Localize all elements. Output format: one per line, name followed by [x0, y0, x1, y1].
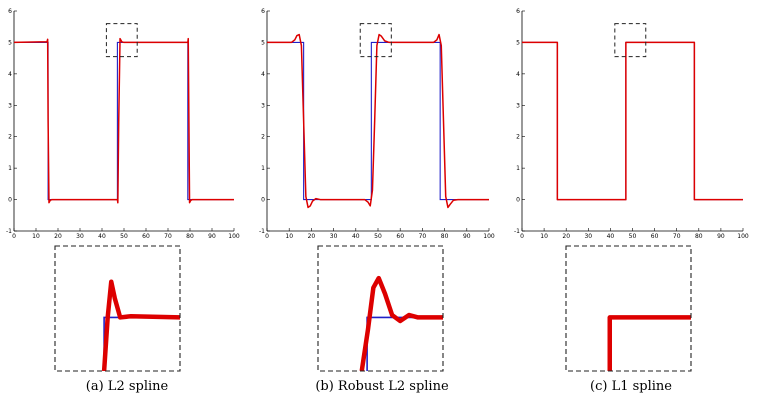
fit-line: [13, 37, 234, 204]
x-tick-label: 90: [717, 233, 725, 240]
inset-content: [607, 315, 691, 371]
y-tick-label: 1: [516, 165, 520, 172]
inset-content: [101, 279, 180, 371]
x-tick-label: 80: [186, 233, 194, 240]
y-tick-label: 2: [261, 134, 265, 141]
y-tick-label: 3: [261, 102, 265, 109]
inset-content: [359, 275, 443, 371]
y-tick-label: 6: [516, 8, 520, 15]
x-tick-label: 0: [520, 233, 524, 240]
x-tick-label: 0: [265, 233, 269, 240]
inset-panel-2: [565, 245, 692, 372]
x-tick-label: 20: [308, 233, 316, 240]
x-tick-label: 70: [673, 233, 681, 240]
y-tick-label: 0: [261, 197, 265, 204]
y-tick-label: -1: [259, 228, 265, 235]
y-tick-label: 3: [516, 102, 520, 109]
zoom-region-box: [105, 23, 138, 58]
captions-layer: (a) L2 spline (b) Robust L2 spline (c) L…: [86, 379, 673, 394]
x-tick-label: 100: [228, 233, 240, 240]
zoom-region-box: [359, 23, 392, 58]
y-tick-label: 2: [8, 134, 12, 141]
x-tick-label: 70: [419, 233, 427, 240]
caption-b: (b) Robust L2 spline: [315, 379, 449, 394]
x-tick-label: 70: [164, 233, 172, 240]
x-tick-label: 50: [374, 233, 382, 240]
y-tick-label: 4: [8, 71, 12, 78]
x-tick-label: 60: [651, 233, 659, 240]
caption-c: (c) L1 spline: [590, 379, 672, 394]
y-tick-label: 1: [261, 165, 265, 172]
y-tick-label: 2: [516, 134, 520, 141]
x-tick-label: 90: [463, 233, 471, 240]
inset-border: [54, 245, 181, 372]
x-tick-label: 100: [737, 233, 749, 240]
ground-truth-line: [522, 41, 743, 201]
inset-panel-1: [317, 245, 444, 372]
y-tick-label: 6: [261, 8, 265, 15]
y-tick-label: 4: [516, 71, 520, 78]
y-tick-label: 0: [516, 197, 520, 204]
x-tick-label: 60: [142, 233, 150, 240]
y-tick-label: 1: [8, 165, 12, 172]
x-tick-label: 80: [695, 233, 703, 240]
y-tick-label: 4: [261, 71, 265, 78]
x-tick-label: 30: [330, 233, 338, 240]
x-tick-label: 30: [76, 233, 84, 240]
y-tick-label: 3: [8, 102, 12, 109]
y-tick-label: -1: [514, 228, 520, 235]
x-tick-label: 50: [629, 233, 637, 240]
y-tick-label: -1: [6, 228, 12, 235]
x-tick-label: 30: [584, 233, 592, 240]
y-tick-label: 5: [261, 39, 265, 46]
x-tick-label: 40: [607, 233, 615, 240]
y-tick-label: 5: [8, 39, 12, 46]
inset-border: [317, 245, 444, 372]
inset-ground-truth-line: [608, 316, 691, 371]
zoom-region-box: [614, 23, 647, 58]
y-tick-label: 0: [8, 197, 12, 204]
y-tick-label: 5: [516, 39, 520, 46]
x-tick-label: 60: [396, 233, 404, 240]
caption-a: (a) L2 spline: [86, 379, 169, 394]
inset-fit-line: [607, 315, 691, 371]
x-tick-label: 0: [12, 233, 16, 240]
x-tick-label: 20: [54, 233, 62, 240]
inset-fit-line: [101, 279, 180, 371]
x-tick-label: 50: [120, 233, 128, 240]
x-tick-label: 10: [285, 233, 293, 240]
x-tick-label: 10: [32, 233, 40, 240]
insets-layer: [54, 245, 692, 372]
inset-border: [565, 245, 692, 372]
ground-truth-line: [267, 41, 489, 201]
y-tick-label: 6: [8, 8, 12, 15]
x-tick-label: 10: [540, 233, 548, 240]
inset-panel-0: [54, 245, 181, 372]
x-tick-label: 40: [98, 233, 106, 240]
x-tick-label: 40: [352, 233, 360, 240]
fit-line: [522, 41, 743, 201]
inset-ground-truth-line: [366, 316, 443, 371]
fit-line: [267, 33, 489, 209]
inset-ground-truth-line: [103, 316, 180, 371]
x-tick-label: 90: [208, 233, 216, 240]
ground-truth-line: [14, 41, 234, 201]
x-tick-label: 20: [562, 233, 570, 240]
x-tick-label: 100: [483, 233, 495, 240]
inset-fit-line: [359, 275, 443, 371]
x-tick-label: 80: [441, 233, 449, 240]
